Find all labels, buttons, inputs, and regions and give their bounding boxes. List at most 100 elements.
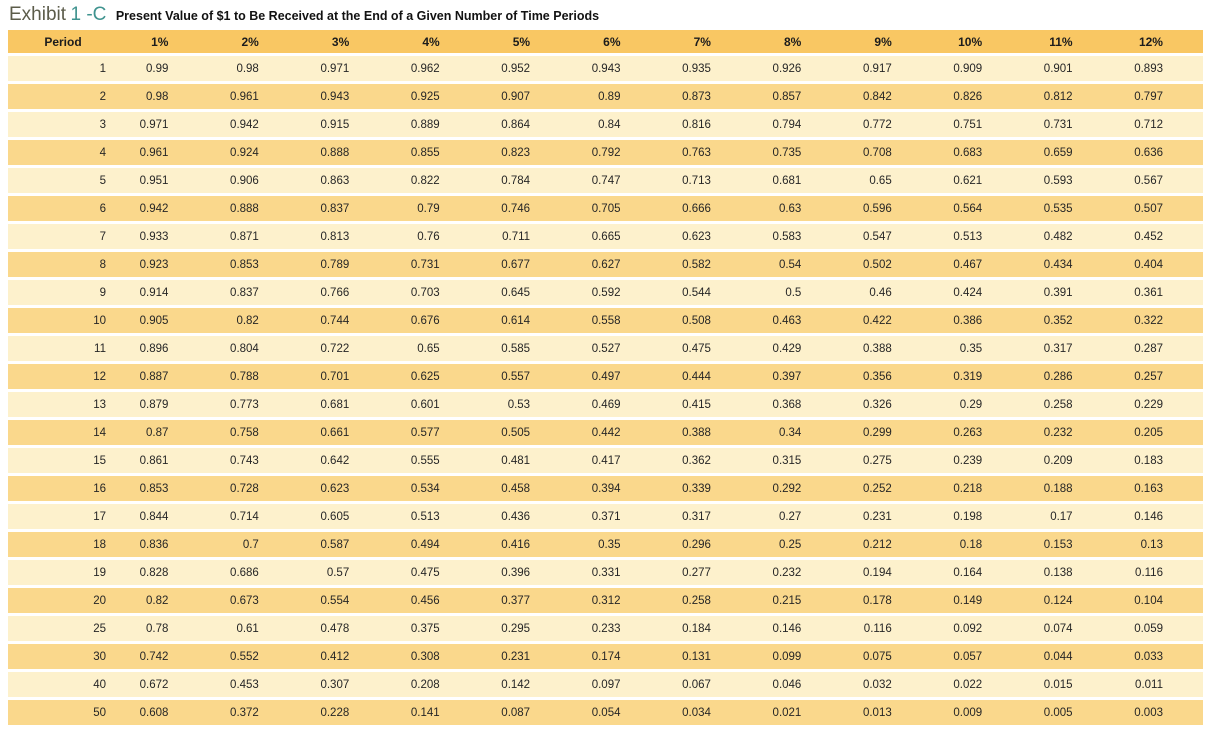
pv-factor-cell: 0.608: [139, 706, 169, 719]
pv-factor-cell: 0.951: [139, 174, 169, 187]
pv-factor-cell: 0.467: [953, 258, 983, 271]
pv-factor-cell: 0.681: [320, 398, 350, 411]
pv-factor-cell: 0.842: [862, 90, 892, 103]
pv-factor-cell: 0.356: [862, 370, 892, 383]
pv-factor-cell: 0.82: [236, 314, 259, 327]
table-row: 16 0.853 0.728 0.623 0.534 0.458 0.394 0.339 0.2…: [8, 476, 1203, 501]
pv-factor-cell: 0.784: [501, 174, 531, 187]
pv-factor-cell: 0.232: [772, 566, 802, 579]
pv-factor-cell: 0.087: [501, 706, 531, 719]
period-cell: 3: [99, 118, 106, 131]
pv-factor-cell: 0.239: [953, 454, 983, 467]
period-cell: 4: [99, 146, 106, 159]
pv-factor-cell: 0.277: [682, 566, 711, 579]
period-cell: 6: [99, 202, 106, 215]
pv-factor-cell: 0.751: [953, 118, 983, 131]
period-cell: 12: [93, 370, 106, 383]
pv-factor-cell: 0.074: [1043, 622, 1073, 635]
pv-factor-cell: 0.308: [410, 650, 440, 663]
pv-factor-cell: 0.371: [591, 510, 621, 523]
pv-factor-cell: 0.231: [862, 510, 892, 523]
period-cell: 16: [93, 482, 106, 495]
pv-factor-cell: 0.295: [501, 622, 531, 635]
pv-factor-cell: 0.596: [862, 202, 892, 215]
pv-factor-cell: 0.864: [501, 118, 531, 131]
pv-factor-cell: 0.391: [1043, 286, 1073, 299]
pv-factor-cell: 0.564: [953, 202, 983, 215]
pv-factor-cell: 0.131: [682, 650, 711, 663]
pv-factor-cell: 0.943: [320, 90, 350, 103]
pv-factor-cell: 0.434: [1043, 258, 1073, 271]
pv-factor-cell: 0.452: [1134, 230, 1163, 243]
pv-factor-cell: 0.713: [682, 174, 711, 187]
pv-factor-cell: 0.942: [230, 118, 259, 131]
pv-factor-cell: 0.394: [591, 482, 621, 495]
pv-factor-cell: 0.188: [1043, 482, 1073, 495]
pv-factor-cell: 0.505: [501, 426, 531, 439]
pv-factor-cell: 0.5: [785, 286, 802, 299]
pv-factor-cell: 0.855: [410, 146, 440, 159]
pv-factor-cell: 0.98: [236, 62, 259, 75]
pv-factor-cell: 0.296: [682, 538, 711, 551]
pv-factor-cell: 0.905: [139, 314, 169, 327]
pv-factor-cell: 0.714: [230, 510, 259, 523]
pv-factor-cell: 0.146: [1134, 510, 1163, 523]
table-row: 15 0.861 0.743 0.642 0.555 0.481 0.417 0.362 0.3…: [8, 448, 1203, 473]
pv-factor-cell: 0.797: [1134, 90, 1163, 103]
pv-factor-cell: 0.174: [591, 650, 621, 663]
pv-factor-cell: 0.79: [417, 202, 440, 215]
pv-factor-cell: 0.915: [320, 118, 350, 131]
table-row: 17 0.844 0.714 0.605 0.513 0.436 0.371 0.317 0.2…: [8, 504, 1203, 529]
pv-factor-cell: 0.822: [410, 174, 440, 187]
period-cell: 10: [93, 314, 106, 327]
pv-factor-cell: 0.705: [591, 202, 621, 215]
column-header-rate: 6%: [603, 34, 621, 49]
period-cell: 50: [93, 706, 106, 719]
pv-factor-cell: 0.661: [320, 426, 350, 439]
pv-factor-cell: 0.99: [146, 62, 169, 75]
pv-factor-cell: 0.605: [320, 510, 350, 523]
pv-factor-cell: 0.317: [1043, 342, 1073, 355]
pv-factor-cell: 0.218: [953, 482, 983, 495]
pv-factor-cell: 0.642: [320, 454, 350, 467]
pv-factor-cell: 0.263: [953, 426, 983, 439]
pv-factor-cell: 0.513: [953, 230, 983, 243]
column-header-rate: 10%: [958, 34, 983, 49]
pv-factor-cell: 0.681: [772, 174, 802, 187]
pv-factor-cell: 0.53: [507, 398, 531, 411]
table-header-row: Period 1% 2% 3% 4% 5% 6% 7% 8% 9% 10% 11% 12%: [8, 30, 1203, 53]
period-cell: 18: [93, 538, 106, 551]
pv-factor-cell: 0.212: [862, 538, 892, 551]
pv-factor-cell: 0.372: [230, 706, 259, 719]
pv-factor-cell: 0.554: [320, 594, 350, 607]
pv-factor-cell: 0.032: [862, 678, 892, 691]
pv-factor-cell: 0.475: [410, 566, 440, 579]
pv-factor-cell: 0.046: [772, 678, 802, 691]
pv-factor-cell: 0.075: [862, 650, 892, 663]
pv-factor-cell: 0.708: [862, 146, 892, 159]
pv-factor-cell: 0.889: [410, 118, 440, 131]
pv-factor-cell: 0.215: [772, 594, 802, 607]
pv-factor-cell: 0.258: [682, 594, 711, 607]
table-row: 50 0.608 0.372 0.228 0.141 0.087 0.054 0.034 0.0…: [8, 700, 1203, 725]
pv-factor-cell: 0.583: [772, 230, 802, 243]
pv-factor-cell: 0.812: [1043, 90, 1073, 103]
pv-factor-cell: 0.022: [953, 678, 983, 691]
pv-factor-cell: 0.816: [682, 118, 711, 131]
pv-factor-cell: 0.054: [591, 706, 621, 719]
pv-factor-cell: 0.033: [1134, 650, 1163, 663]
pv-factor-cell: 0.789: [320, 258, 350, 271]
pv-factor-cell: 0.416: [501, 538, 531, 551]
table-row: 25 0.78 0.61 0.478 0.375 0.295 0.233 0.184 0.146…: [8, 616, 1203, 641]
pv-factor-cell: 0.89: [598, 90, 621, 103]
period-cell: 40: [93, 678, 106, 691]
pv-factor-cell: 0.962: [410, 62, 440, 75]
pv-factor-cell: 0.232: [1043, 426, 1073, 439]
pv-factor-cell: 0.46: [869, 286, 892, 299]
period-cell: 2: [99, 90, 106, 103]
pv-factor-cell: 0.231: [501, 650, 531, 663]
pv-factor-cell: 0.544: [682, 286, 711, 299]
pv-factor-cell: 0.527: [591, 342, 621, 355]
pv-factor-cell: 0.015: [1043, 678, 1073, 691]
pv-factor-cell: 0.906: [230, 174, 259, 187]
